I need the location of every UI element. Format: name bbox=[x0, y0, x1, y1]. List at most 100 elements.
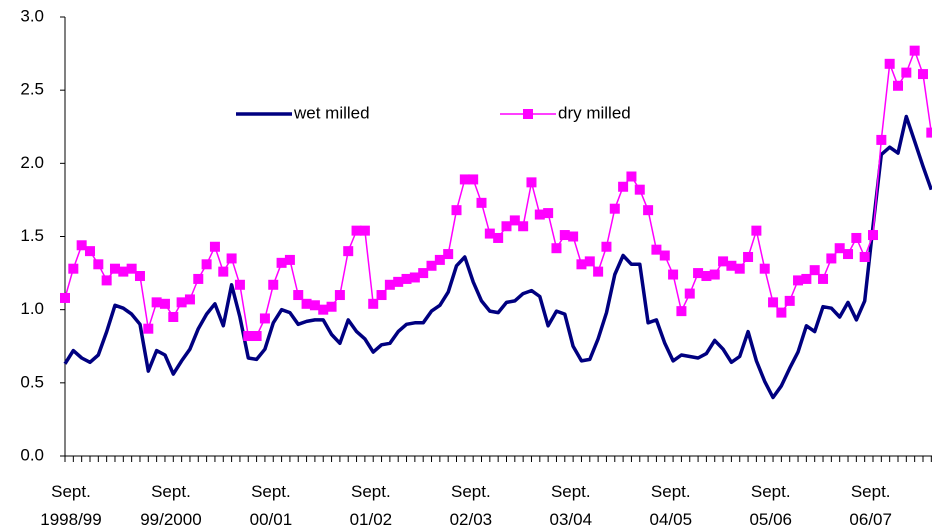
data-point bbox=[176, 297, 187, 308]
data-point bbox=[917, 69, 928, 80]
y-tick-label: 2.5 bbox=[20, 80, 44, 99]
data-point bbox=[776, 307, 787, 318]
data-point bbox=[709, 269, 720, 280]
data-point bbox=[476, 197, 487, 208]
data-point bbox=[543, 208, 554, 219]
data-point bbox=[251, 331, 262, 342]
data-point bbox=[226, 253, 237, 264]
data-point bbox=[551, 243, 562, 254]
data-point bbox=[68, 263, 79, 274]
data-point bbox=[626, 171, 637, 182]
data-point bbox=[451, 205, 462, 216]
data-point bbox=[118, 266, 129, 277]
series-line bbox=[63, 114, 932, 400]
data-point bbox=[701, 271, 712, 282]
y-tick-label: 0.0 bbox=[20, 445, 44, 464]
data-point bbox=[126, 263, 137, 274]
data-point bbox=[876, 134, 887, 145]
data-point bbox=[318, 304, 329, 315]
data-point bbox=[726, 260, 737, 271]
data-point bbox=[901, 67, 912, 78]
data-point bbox=[618, 181, 629, 192]
y-tick-label: 0.5 bbox=[20, 372, 44, 391]
y-tick-label: 3.0 bbox=[20, 6, 44, 25]
data-point bbox=[101, 275, 112, 286]
data-point bbox=[793, 275, 804, 286]
data-point bbox=[143, 323, 154, 334]
data-point bbox=[309, 300, 320, 311]
data-point bbox=[426, 260, 437, 271]
x-tick-label: Sept. 99/2000 bbox=[140, 482, 201, 529]
data-point bbox=[801, 273, 812, 284]
series-line bbox=[64, 49, 932, 337]
data-point bbox=[343, 246, 354, 257]
y-tick-label: 1.5 bbox=[20, 226, 44, 245]
data-point bbox=[668, 269, 679, 280]
x-tick-label: Sept. 04/05 bbox=[649, 482, 692, 529]
legend-marker bbox=[523, 109, 533, 119]
data-point bbox=[518, 221, 529, 232]
data-point bbox=[568, 231, 579, 242]
data-point bbox=[60, 292, 70, 303]
data-point bbox=[809, 265, 820, 276]
x-tick-label: Sept. 1998/99 bbox=[40, 482, 101, 529]
data-point bbox=[326, 301, 337, 312]
data-point bbox=[826, 253, 837, 264]
data-point bbox=[201, 259, 212, 270]
x-tick-label: Sept. 02/03 bbox=[450, 482, 493, 529]
data-point bbox=[434, 254, 445, 265]
legend-label: wet milled bbox=[293, 103, 370, 122]
data-point bbox=[109, 263, 120, 274]
data-point bbox=[468, 174, 479, 185]
data-point bbox=[209, 241, 220, 252]
data-point bbox=[134, 271, 145, 282]
data-point bbox=[601, 241, 612, 252]
data-point bbox=[351, 225, 362, 236]
legend-label: dry milled bbox=[558, 103, 631, 122]
data-point bbox=[193, 273, 204, 284]
data-point bbox=[909, 45, 920, 56]
data-point bbox=[884, 58, 895, 69]
data-point bbox=[409, 272, 420, 283]
data-point bbox=[526, 177, 537, 188]
x-tick-label: Sept. 03/04 bbox=[550, 482, 593, 529]
data-point bbox=[359, 225, 370, 236]
data-point bbox=[634, 184, 645, 195]
data-point bbox=[593, 266, 604, 277]
data-point bbox=[484, 228, 495, 239]
data-point bbox=[768, 297, 779, 308]
data-point bbox=[576, 259, 587, 270]
data-point bbox=[218, 266, 229, 277]
data-point bbox=[459, 174, 470, 185]
y-tick-label: 2.0 bbox=[20, 153, 44, 172]
data-point bbox=[493, 232, 504, 243]
data-point bbox=[184, 294, 195, 305]
data-point bbox=[684, 288, 695, 299]
data-point bbox=[84, 246, 95, 257]
data-point bbox=[609, 203, 620, 214]
data-point bbox=[509, 215, 520, 226]
y-tick-label: 1.0 bbox=[20, 299, 44, 318]
data-point bbox=[851, 232, 862, 243]
data-point bbox=[584, 256, 595, 267]
data-point bbox=[759, 263, 770, 274]
data-point bbox=[159, 298, 170, 309]
data-point bbox=[893, 80, 903, 91]
data-point bbox=[843, 249, 854, 260]
data-point bbox=[334, 290, 345, 301]
data-point bbox=[384, 279, 395, 290]
data-point bbox=[418, 268, 429, 279]
data-point bbox=[534, 209, 545, 220]
x-tick-label: Sept. 01/02 bbox=[350, 482, 393, 529]
data-point bbox=[868, 230, 879, 241]
data-point bbox=[643, 205, 654, 216]
data-point bbox=[93, 259, 104, 270]
data-point bbox=[259, 313, 270, 324]
data-point bbox=[168, 311, 179, 322]
data-point bbox=[243, 331, 254, 342]
data-point bbox=[818, 273, 829, 284]
data-point bbox=[651, 244, 662, 255]
x-tick-label: Sept. 06/07 bbox=[849, 482, 892, 529]
